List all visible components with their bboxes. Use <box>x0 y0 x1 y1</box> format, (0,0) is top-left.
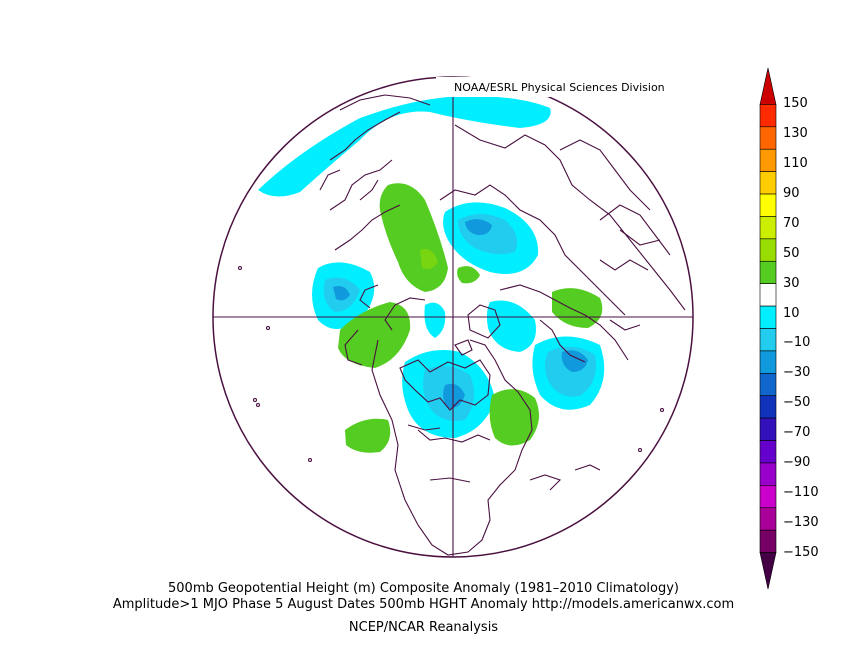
color-bar-segment <box>759 171 777 195</box>
coastlines <box>213 77 693 557</box>
legend-tick-label: 130 <box>783 126 808 142</box>
credit-label: NOAA/ESRL Physical Sciences Division <box>454 80 665 94</box>
color-bar-segment <box>759 462 777 486</box>
legend-tick-label: −10 <box>783 335 811 351</box>
anomaly-negative-europe <box>486 300 536 352</box>
legend-tick-label: 30 <box>783 275 800 291</box>
legend-tick-label: −90 <box>783 454 811 470</box>
color-bar-segment <box>759 283 777 307</box>
anomaly-positive-pacific <box>338 302 411 368</box>
color-bar-segment <box>759 305 777 329</box>
color-bar-segment <box>759 126 777 150</box>
legend-tick-label: −30 <box>783 365 811 381</box>
legend-tick-label: 70 <box>783 215 800 231</box>
color-bar-segment <box>759 552 777 590</box>
color-bar-segment <box>759 507 777 531</box>
color-bar-segment <box>759 193 777 217</box>
color-bar-segment <box>759 260 777 284</box>
caption-line-1: 500mb Geopotential Height (m) Composite … <box>168 581 679 596</box>
color-bar-segment <box>759 529 777 553</box>
legend-tick-label: 90 <box>783 186 800 202</box>
legend-tick-label: 150 <box>783 96 808 112</box>
color-bar-segment <box>759 216 777 240</box>
color-bar-segment <box>759 373 777 397</box>
color-bar-segment <box>759 440 777 464</box>
color-bar <box>759 67 777 590</box>
legend-tick-label: −110 <box>783 484 819 500</box>
anomaly-positive-kara <box>457 266 480 284</box>
color-bar-segment <box>759 395 777 419</box>
color-bar-segment <box>759 350 777 374</box>
legend-tick-label: −70 <box>783 425 811 441</box>
legend-tick-label: 50 <box>783 245 800 261</box>
anomaly-positive-aleutian <box>345 418 391 453</box>
color-bar-segment <box>759 417 777 441</box>
legend-tick-label: −130 <box>783 514 819 530</box>
legend-tick-label: 110 <box>783 156 808 172</box>
caption-line-2: Amplitude>1 MJO Phase 5 August Dates 500… <box>112 597 735 612</box>
color-bar-segment <box>759 104 777 128</box>
color-bar-segment <box>759 485 777 509</box>
legend-tick-label: −150 <box>783 544 819 560</box>
anomaly-negative-top <box>258 96 551 197</box>
anomaly-negative-pole <box>424 302 446 338</box>
color-bar-segment <box>759 67 777 105</box>
legend-tick-label: 10 <box>783 305 800 321</box>
caption-line-3: NCEP/NCAR Reanalysis <box>348 620 499 635</box>
color-bar-segment <box>759 238 777 262</box>
anomaly-fills <box>258 96 605 453</box>
credit-box: NOAA/ESRL Physical Sciences Division <box>436 77 692 97</box>
color-bar-segment <box>759 148 777 172</box>
anomaly-positive-east-us <box>489 389 539 446</box>
color-bar-segment <box>759 328 777 352</box>
legend-tick-label: −50 <box>783 395 811 411</box>
